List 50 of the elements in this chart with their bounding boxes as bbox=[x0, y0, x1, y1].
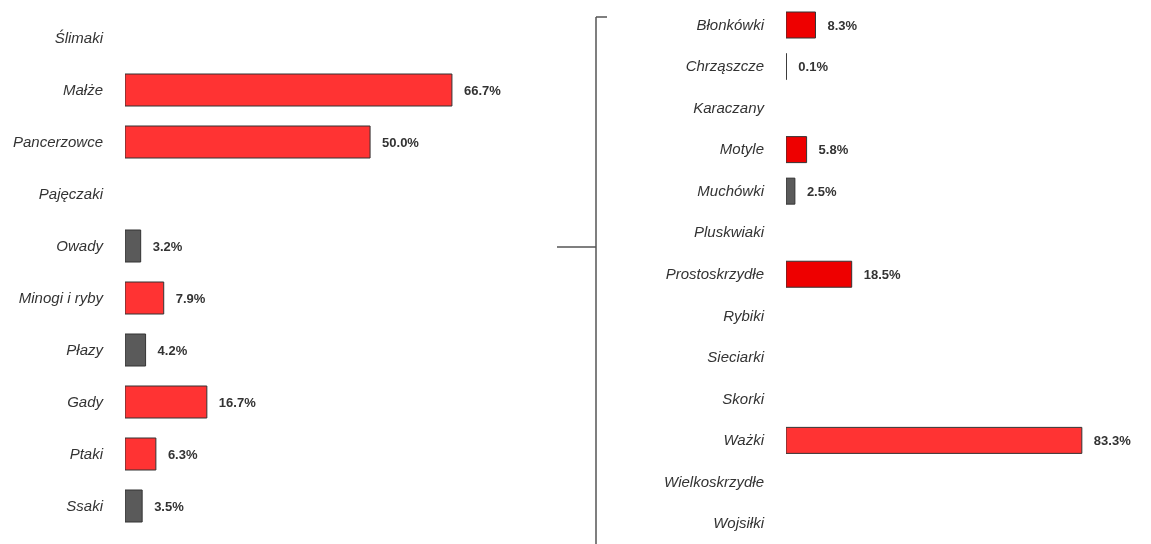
bar bbox=[125, 73, 453, 107]
bar bbox=[786, 177, 796, 205]
bar bbox=[125, 281, 165, 315]
data-label: 4.2% bbox=[157, 342, 188, 358]
y-tick-label: Pajęczaki bbox=[38, 185, 104, 202]
y-tick-label: Ślimaki bbox=[54, 29, 104, 46]
bar bbox=[786, 11, 816, 39]
y-tick-label: Sieciarki bbox=[707, 348, 765, 366]
data-label: 7.9% bbox=[175, 290, 206, 306]
data-label: 3.5% bbox=[154, 498, 185, 514]
y-tick-label: Ważki bbox=[723, 431, 765, 449]
data-label: 50.0% bbox=[382, 134, 420, 150]
bar bbox=[125, 333, 147, 367]
data-label: 16.7% bbox=[218, 394, 257, 410]
data-label: 3.2% bbox=[152, 238, 183, 254]
bar bbox=[125, 489, 143, 523]
bar bbox=[125, 385, 208, 419]
y-tick-label: Karaczany bbox=[693, 98, 766, 116]
y-tick-label: Płazy bbox=[66, 341, 105, 358]
data-label: 2.5% bbox=[806, 183, 837, 199]
y-tick-label: Gady bbox=[67, 393, 105, 410]
bar bbox=[786, 426, 1083, 454]
data-label: 6.3% bbox=[167, 446, 198, 462]
y-tick-label: Błonkówki bbox=[696, 15, 765, 33]
y-tick-label: Wojsiłki bbox=[713, 514, 765, 532]
data-label: 8.3% bbox=[827, 17, 858, 33]
y-tick-label: Motyle bbox=[719, 140, 764, 158]
y-tick-label: Rybiki bbox=[723, 306, 765, 324]
y-tick-label: Wielkoskrzydłe bbox=[664, 472, 764, 490]
y-tick-label: Pluskwiaki bbox=[693, 223, 765, 241]
data-label: 18.5% bbox=[863, 266, 901, 282]
data-label: 5.8% bbox=[818, 142, 849, 158]
bar bbox=[786, 260, 853, 288]
data-label: 66.7% bbox=[463, 82, 502, 98]
bar bbox=[786, 136, 808, 164]
bar bbox=[125, 229, 142, 263]
y-tick-label: Skorki bbox=[722, 389, 765, 407]
y-tick-label: Muchówki bbox=[697, 181, 765, 199]
y-tick-label: Małże bbox=[62, 81, 103, 98]
data-label: 0.1% bbox=[798, 59, 829, 75]
y-tick-label: Prostoskrzydłe bbox=[665, 265, 764, 282]
bar bbox=[125, 125, 371, 159]
y-tick-label: Minogi i ryby bbox=[18, 289, 105, 306]
y-tick-label: Owady bbox=[56, 237, 105, 254]
y-tick-label: Ptaki bbox=[69, 445, 104, 462]
y-tick-label: Chrząszcze bbox=[685, 57, 764, 75]
y-tick-label: Ssaki bbox=[66, 497, 104, 514]
data-label: 83.3% bbox=[1093, 433, 1132, 448]
bar bbox=[125, 437, 157, 471]
y-tick-label: Pancerzowce bbox=[12, 133, 103, 150]
